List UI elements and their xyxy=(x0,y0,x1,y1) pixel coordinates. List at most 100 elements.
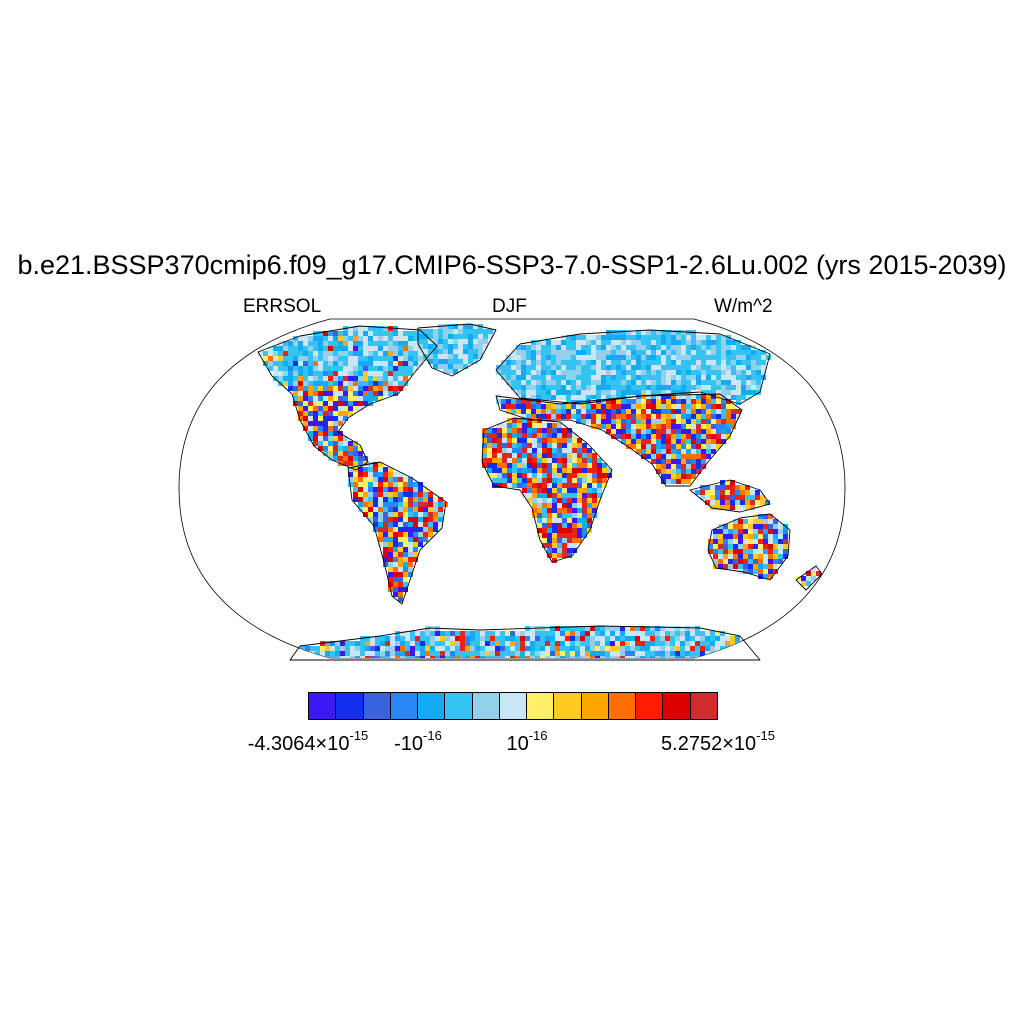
land-cell xyxy=(536,414,541,419)
land-cell xyxy=(671,449,676,454)
land-cell xyxy=(625,641,630,646)
land-cell xyxy=(748,549,753,554)
land-cell xyxy=(373,517,378,522)
land-cell xyxy=(741,395,746,400)
land-cell xyxy=(641,380,646,385)
land-cell xyxy=(582,508,587,513)
land-cell xyxy=(512,438,517,443)
land-cell xyxy=(555,641,560,646)
land-cell xyxy=(783,534,788,539)
land-cell xyxy=(561,345,566,350)
land-cell xyxy=(562,523,567,528)
land-cell xyxy=(631,370,636,375)
land-cell xyxy=(418,492,423,497)
land-cell xyxy=(512,478,517,483)
land-cell xyxy=(365,636,370,641)
land-cell xyxy=(328,396,333,401)
land-cell xyxy=(726,375,731,380)
land-cell xyxy=(596,340,601,345)
land-cell xyxy=(556,414,561,419)
land-cell xyxy=(318,356,323,361)
land-cell xyxy=(711,380,716,385)
land-cell xyxy=(557,523,562,528)
land-cell xyxy=(591,335,596,340)
land-cell xyxy=(730,636,735,641)
land-cell xyxy=(520,636,525,641)
land-cell xyxy=(268,351,273,356)
land-cell xyxy=(506,409,511,414)
land-cell xyxy=(576,419,581,424)
land-cell xyxy=(353,477,358,482)
land-cell xyxy=(403,587,408,592)
land-cell xyxy=(458,334,463,339)
land-cell xyxy=(358,401,363,406)
land-cell xyxy=(686,355,691,360)
land-cell xyxy=(646,335,651,340)
land-cell xyxy=(720,490,725,495)
land-cell xyxy=(738,519,743,524)
land-cell xyxy=(676,464,681,469)
land-cell xyxy=(325,651,330,656)
land-cell xyxy=(408,567,413,572)
land-cell xyxy=(748,554,753,559)
land-cell xyxy=(562,448,567,453)
land-cell xyxy=(738,554,743,559)
land-cell xyxy=(630,636,635,641)
land-cell xyxy=(413,537,418,542)
land-cell xyxy=(445,651,450,656)
land-cell xyxy=(393,507,398,512)
land-cell xyxy=(438,517,443,522)
land-cell xyxy=(363,396,368,401)
land-cell xyxy=(576,365,581,370)
land-cell xyxy=(721,434,726,439)
land-cell xyxy=(403,381,408,386)
land-cell xyxy=(560,626,565,631)
land-cell xyxy=(681,444,686,449)
land-cell xyxy=(395,641,400,646)
land-cell xyxy=(728,564,733,569)
land-cell xyxy=(463,364,468,369)
land-cell xyxy=(487,428,492,433)
land-cell xyxy=(615,656,620,658)
land-cell xyxy=(666,444,671,449)
land-cell xyxy=(516,360,521,365)
land-cell xyxy=(651,439,656,444)
land-cell xyxy=(393,527,398,532)
land-cell xyxy=(641,355,646,360)
land-cell xyxy=(373,371,378,376)
land-cell xyxy=(348,461,353,466)
land-cell xyxy=(363,326,368,331)
land-cell xyxy=(701,464,706,469)
land-cell xyxy=(552,493,557,498)
land-cell xyxy=(443,329,448,334)
land-cell xyxy=(515,646,520,651)
land-cell xyxy=(410,636,415,641)
land-cell xyxy=(601,390,606,395)
land-cell xyxy=(676,380,681,385)
land-cell xyxy=(601,424,606,429)
land-cell xyxy=(388,351,393,356)
land-cell xyxy=(641,454,646,459)
land-cell xyxy=(700,485,705,490)
land-cell xyxy=(438,512,443,517)
land-cell xyxy=(333,406,338,411)
land-cell xyxy=(571,355,576,360)
land-cell xyxy=(606,350,611,355)
land-cell xyxy=(641,360,646,365)
land-cell xyxy=(656,375,661,380)
land-cell xyxy=(611,370,616,375)
land-cell xyxy=(768,544,773,549)
land-cell xyxy=(263,361,268,366)
land-cell xyxy=(600,641,605,646)
land-cell xyxy=(567,483,572,488)
land-cell xyxy=(671,399,676,404)
land-cell xyxy=(735,641,740,646)
land-cell xyxy=(542,518,547,523)
land-cell xyxy=(348,331,353,336)
land-cell xyxy=(587,498,592,503)
land-cell xyxy=(557,533,562,538)
land-cell xyxy=(547,508,552,513)
land-cell xyxy=(671,385,676,390)
land-cell xyxy=(706,399,711,404)
land-cell xyxy=(393,497,398,502)
